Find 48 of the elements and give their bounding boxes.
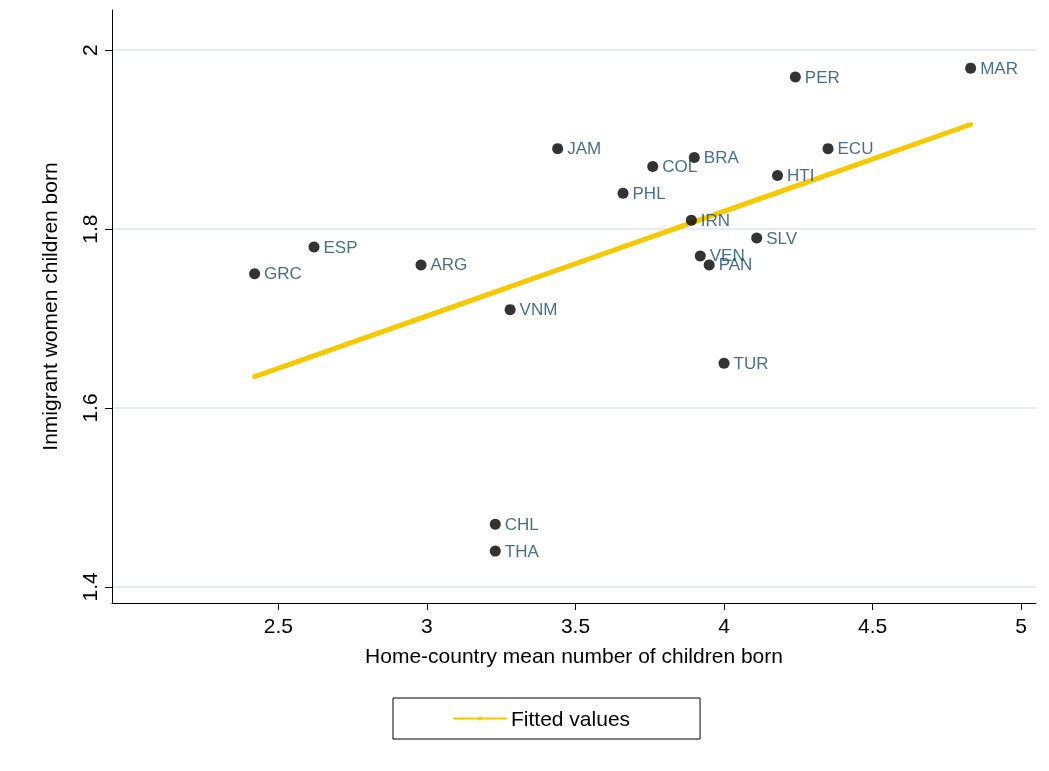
point [249, 268, 261, 280]
point [489, 518, 501, 530]
point [718, 357, 730, 369]
point [772, 169, 784, 181]
point [647, 161, 659, 173]
data-label: ECU [837, 139, 874, 159]
point [489, 545, 501, 557]
data-label: IRN [700, 210, 731, 230]
point [685, 214, 697, 226]
data-label: THA [504, 541, 540, 561]
y-tick-label: 1.6 [78, 393, 101, 423]
data-label: VNM [519, 300, 558, 320]
data-label: HTI [787, 165, 815, 185]
legend-label: Fitted values [511, 707, 631, 730]
y-axis-title: Inmigrant women children born [38, 162, 61, 451]
point [703, 259, 715, 271]
point [789, 71, 801, 83]
x-tick-label: 4.5 [857, 614, 888, 637]
data-label: ESP [323, 237, 358, 257]
data-label: PHL [632, 183, 666, 203]
data-label: GRC [264, 264, 302, 284]
y-tick-label: 1.8 [78, 214, 101, 244]
data-label: TUR [733, 353, 769, 373]
point [308, 241, 320, 253]
data-label: MAR [980, 58, 1018, 78]
point [552, 143, 564, 155]
x-tick-label: 5 [1015, 614, 1027, 637]
point [617, 187, 629, 199]
y-tick-label: 1.4 [78, 571, 101, 602]
data-label: SLV [766, 228, 798, 248]
point [965, 62, 977, 74]
x-axis-title: Home-country mean number of children born [365, 644, 783, 667]
data-label: BRA [703, 148, 740, 168]
point [415, 259, 427, 271]
x-tick-label: 2.5 [263, 614, 293, 637]
point [822, 143, 834, 155]
x-tick-label: 3.5 [560, 614, 591, 637]
data-label: ARG [430, 255, 468, 275]
point [751, 232, 763, 244]
x-tick-label: 4 [718, 614, 731, 637]
y-tick-label: 2 [78, 44, 101, 57]
data-label: COL [662, 157, 698, 177]
data-label: CHL [504, 514, 539, 534]
point [504, 304, 516, 316]
point [694, 250, 706, 262]
data-label: JAM [567, 139, 602, 159]
x-tick-label: 3 [421, 614, 433, 637]
data-label: PER [804, 67, 840, 87]
